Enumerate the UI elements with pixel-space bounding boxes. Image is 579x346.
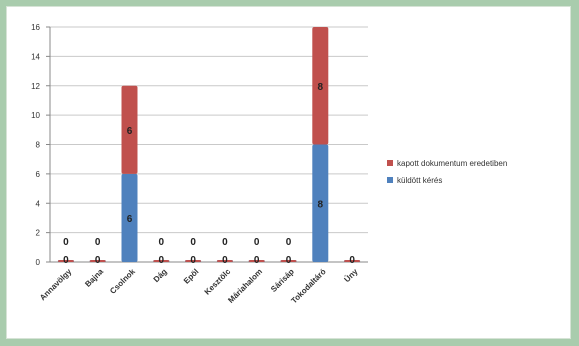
- data-label-sent: 8: [318, 199, 324, 210]
- data-label-sent: 0: [286, 255, 292, 266]
- bars: 0 0 0 0 6 6 0 0 0 0 0 0 0 0 0 0 8 8 0: [57, 27, 361, 266]
- legend-swatch: [387, 177, 393, 183]
- bar-received-3: [153, 260, 170, 262]
- data-label-sent: 0: [190, 255, 196, 266]
- data-label-received: 0: [95, 237, 101, 248]
- y-tick-label: 8: [36, 141, 41, 150]
- bar-received-2: [121, 85, 138, 174]
- data-label-sent: 0: [222, 255, 228, 266]
- bar-received-8: [312, 27, 329, 145]
- y-tick-label: 2: [36, 229, 41, 238]
- chart-frame: 0 2 4 6 8 10 12 14 16 0 0 0 0 6 6 0 0 0 0 0 0 0 0 0 0 8 8 0 Annavö…: [6, 6, 571, 339]
- y-tick-label: 12: [31, 82, 40, 91]
- data-label-received: 0: [190, 237, 196, 248]
- data-label-received: 0: [254, 237, 260, 248]
- bar-sent-8: [312, 144, 329, 262]
- bar-received-0: [57, 260, 74, 262]
- legend-swatch: [387, 160, 393, 166]
- legend-label: kapott dokumentum eredetiben: [397, 159, 507, 168]
- bar-received-7: [280, 260, 297, 262]
- bar-received-9: [344, 260, 361, 262]
- y-tick-label: 4: [36, 199, 41, 208]
- bar-received-5: [216, 260, 233, 262]
- data-label-received: 0: [222, 237, 228, 248]
- x-tick-label: Bajna: [83, 267, 105, 289]
- bar-received-1: [89, 260, 106, 262]
- bar-chart: 0 2 4 6 8 10 12 14 16 0 0 0 0 6 6 0 0 0 0 0 0 0 0 0 0 8 8 0 Annavö…: [31, 23, 507, 306]
- data-label-received: 0: [63, 237, 69, 248]
- grid: [50, 26, 368, 263]
- x-tick-label: Csolnok: [108, 267, 137, 296]
- data-label-sent: 0: [349, 255, 355, 266]
- data-label-sent: 6: [127, 214, 133, 225]
- y-tick-label: 10: [31, 111, 40, 120]
- y-tick-label: 6: [36, 170, 41, 179]
- data-label-received: 8: [318, 82, 324, 93]
- x-tick-label: Úny: [342, 267, 359, 284]
- legend-label: küldött kérés: [397, 176, 442, 185]
- x-tick-label: Máriahalom: [226, 267, 264, 305]
- legend: kapott dokumentum eredetiben küldött kéré…: [387, 159, 507, 185]
- y-tick-label: 0: [36, 258, 41, 267]
- data-label-received: 0: [286, 237, 292, 248]
- x-tick-label: Epöl: [182, 267, 201, 286]
- bar-received-4: [185, 260, 202, 262]
- y-tick-label: 16: [31, 23, 40, 32]
- x-tick-label: Dág: [152, 267, 169, 284]
- x-tick-label: Annavölgy: [38, 267, 74, 303]
- data-label-received: 0: [159, 237, 165, 248]
- x-tick-label: Kesztölc: [203, 267, 233, 297]
- x-axis-labels: Annavölgy Bajna Csolnok Dág Epöl KesztölcMári…: [38, 267, 360, 306]
- data-label-sent: 0: [159, 255, 165, 266]
- data-label-sent: 0: [95, 255, 101, 266]
- data-label-received: 6: [127, 126, 133, 137]
- x-tick-label: Sárisáp: [269, 267, 296, 294]
- bar-sent-2: [121, 173, 138, 262]
- data-label-sent: 0: [254, 255, 260, 266]
- data-label-sent: 0: [63, 255, 69, 266]
- bar-received-6: [248, 260, 265, 262]
- y-tick-label: 14: [31, 52, 40, 61]
